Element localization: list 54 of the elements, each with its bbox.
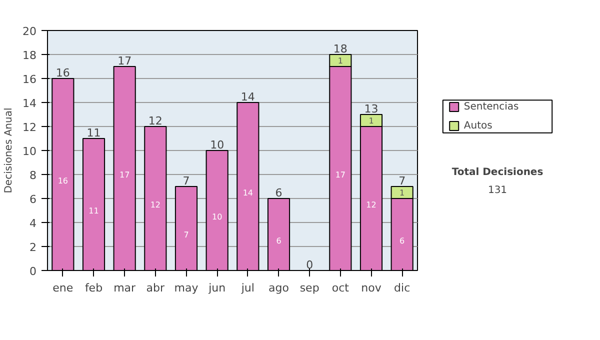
y-axis-title: Decisiones Anual bbox=[4, 108, 15, 194]
total-label: 13 bbox=[364, 102, 378, 116]
data-label: 17 bbox=[335, 170, 346, 180]
data-label: 12 bbox=[366, 200, 376, 210]
x-tick-label: ago bbox=[268, 282, 290, 294]
data-label: 6 bbox=[400, 236, 405, 246]
total-label: 11 bbox=[86, 126, 101, 140]
data-label: 10 bbox=[212, 212, 222, 222]
data-label: 16 bbox=[58, 176, 68, 186]
x-tick-label: dic bbox=[394, 282, 410, 294]
x-tick-label: abr bbox=[146, 282, 166, 294]
data-label: 1 bbox=[338, 56, 343, 66]
data-label: 7 bbox=[184, 230, 189, 240]
y-tick-label: 14 bbox=[22, 97, 37, 110]
total-label: 7 bbox=[182, 174, 190, 188]
text: Total Decisiones bbox=[452, 166, 544, 178]
x-tick-label: nov bbox=[361, 282, 382, 294]
y-tick-label: 2 bbox=[30, 241, 36, 254]
total-label: 10 bbox=[210, 138, 224, 152]
y-tick-label: 0 bbox=[30, 265, 36, 278]
total-label: 18 bbox=[333, 42, 348, 56]
y-tick-label: 8 bbox=[30, 169, 36, 182]
y-tick-label: 10 bbox=[22, 145, 37, 158]
x-tick-label: mar bbox=[114, 282, 136, 294]
y-tick-label: 12 bbox=[22, 121, 37, 134]
total-label: 0 bbox=[306, 258, 314, 272]
x-tick-label: feb bbox=[84, 282, 103, 294]
total-label: 6 bbox=[275, 186, 282, 200]
x-tick-label: oct bbox=[332, 282, 350, 294]
legend-label: Autos bbox=[464, 120, 492, 132]
y-tick-label: 20 bbox=[22, 25, 37, 38]
legend-label: Sentencias bbox=[464, 101, 519, 112]
x-tick-label: jul bbox=[240, 282, 254, 294]
y-tick-label: 6 bbox=[30, 193, 36, 206]
data-label: 12 bbox=[150, 200, 161, 210]
data-label: 14 bbox=[242, 188, 254, 198]
data-label: 17 bbox=[119, 170, 130, 180]
x-tick-label: ene bbox=[52, 282, 74, 294]
y-tick-label: 18 bbox=[22, 49, 37, 62]
total-label: 17 bbox=[118, 54, 132, 68]
x-tick-label: may bbox=[174, 282, 199, 294]
data-label: 6 bbox=[276, 236, 282, 246]
data-label: 1 bbox=[368, 116, 374, 126]
x-tick-label: sep bbox=[300, 282, 320, 294]
x-tick-label: jun bbox=[208, 282, 226, 294]
y-tick-label: 4 bbox=[30, 217, 36, 230]
data-label: 1 bbox=[400, 188, 405, 198]
text: 131 bbox=[488, 184, 508, 196]
total-label: 12 bbox=[148, 114, 162, 128]
total-label: 14 bbox=[240, 90, 255, 104]
total-label: 16 bbox=[56, 66, 70, 80]
data-label: 11 bbox=[88, 206, 99, 216]
y-tick-label: 16 bbox=[22, 73, 37, 86]
total-label: 7 bbox=[398, 174, 406, 188]
